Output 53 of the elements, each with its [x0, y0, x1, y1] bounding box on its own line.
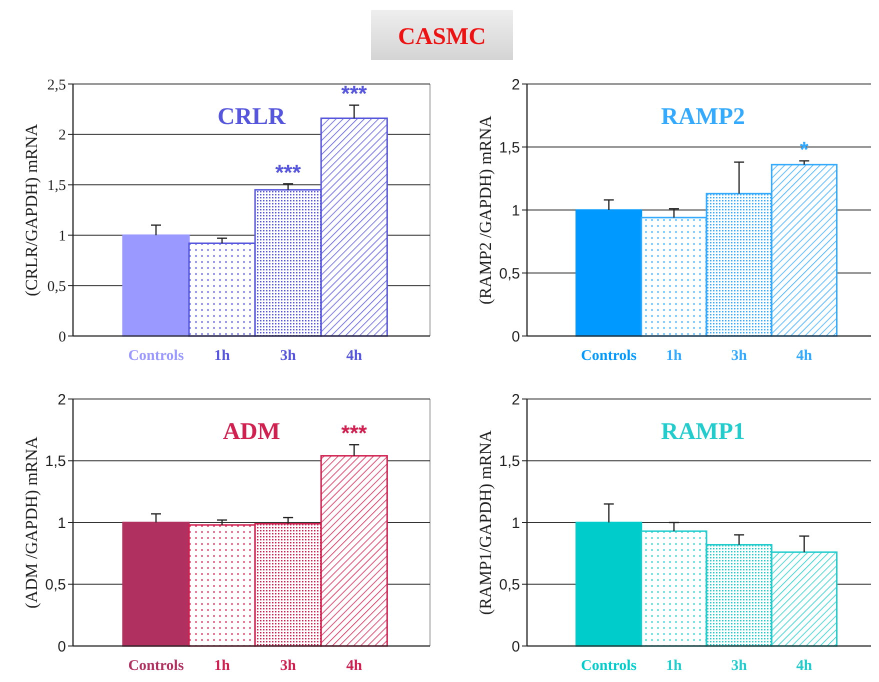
text: CRLR: [217, 104, 286, 130]
y-tick-label: 0: [512, 638, 520, 656]
annotation: ***: [275, 160, 302, 185]
bar: [122, 234, 190, 337]
x-tick-label: 4h: [796, 658, 813, 674]
text: CASMC: [398, 24, 486, 50]
x-tick-label: 3h: [280, 658, 297, 674]
x-tick-label: 1h: [666, 348, 683, 364]
annotation: ***: [341, 81, 368, 106]
y-tick-label: 0,5: [499, 576, 520, 594]
x-tick-label: 4h: [346, 348, 363, 364]
y-tick-label: 2: [58, 128, 66, 144]
y-tick-label: 2: [512, 76, 520, 94]
bar: [576, 209, 642, 337]
y-tick-label: 0: [58, 329, 66, 346]
y-axis-title: (RAMP1/GAPDH) mRNA: [476, 429, 495, 615]
x-tick-label: Controls: [128, 348, 184, 364]
y-tick-label: 1: [512, 202, 520, 220]
y-axis-title: (CRLR/GAPDH) mRNA: [22, 123, 41, 296]
x-tick-label: 4h: [796, 348, 813, 364]
y-tick-label: 0,5: [45, 576, 66, 594]
y-tick-label: 1: [58, 228, 66, 244]
y-tick-label: 2: [58, 391, 66, 408]
x-tick-label: 1h: [666, 658, 683, 674]
x-tick-label: Controls: [128, 658, 184, 674]
annotation: ***: [341, 420, 368, 446]
y-tick-label: 0,5: [499, 265, 520, 282]
x-tick-label: 3h: [731, 348, 748, 364]
y-axis-title: (ADM /GAPDH) mRNA: [22, 436, 41, 608]
x-tick-label: Controls: [581, 348, 637, 364]
x-tick-label: 1h: [214, 348, 231, 364]
text: ADM: [222, 419, 280, 445]
y-tick-label: 1,5: [45, 453, 66, 470]
y-tick-label: 1,5: [499, 453, 520, 470]
text: RAMP1: [661, 419, 745, 445]
x-tick-label: 3h: [731, 658, 748, 674]
bar: [122, 522, 190, 647]
y-tick-label: 1,5: [47, 178, 66, 194]
x-tick-label: 3h: [280, 348, 297, 364]
y-tick-label: 1: [512, 514, 520, 532]
y-tick-label: 1,5: [499, 139, 520, 156]
y-tick-label: 1: [58, 514, 66, 532]
bar: [576, 522, 642, 647]
y-tick-label: 2: [512, 391, 520, 408]
text: RAMP2: [661, 104, 745, 130]
y-tick-label: 0: [58, 638, 66, 656]
y-tick-label: 0,5: [47, 278, 66, 295]
y-tick-label: 2,5: [47, 77, 66, 94]
x-tick-label: Controls: [581, 658, 637, 674]
y-tick-label: 0: [512, 328, 520, 346]
y-axis-title: (RAMP2 /GAPDH) mRNA: [476, 114, 495, 304]
x-tick-label: 1h: [214, 658, 231, 674]
x-tick-label: 4h: [346, 658, 363, 674]
